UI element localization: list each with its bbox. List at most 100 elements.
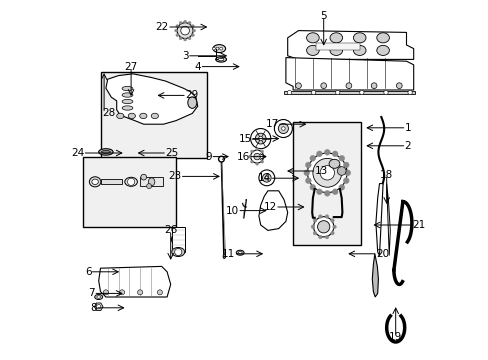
Circle shape [324,190,329,196]
Circle shape [176,25,179,28]
Text: 16: 16 [236,152,249,162]
Ellipse shape [151,113,158,119]
Text: 3: 3 [182,51,188,61]
Circle shape [316,189,322,195]
Circle shape [303,170,309,176]
Circle shape [295,83,301,89]
Circle shape [330,231,334,235]
Text: 13: 13 [314,166,327,176]
Circle shape [346,83,351,89]
Circle shape [176,34,179,37]
Circle shape [258,170,274,186]
Circle shape [262,174,270,182]
Circle shape [183,20,186,23]
Circle shape [263,155,265,158]
Circle shape [307,153,346,193]
Text: 20: 20 [375,249,388,259]
Circle shape [305,162,310,168]
Circle shape [127,178,134,185]
Ellipse shape [124,177,137,186]
Circle shape [192,29,195,32]
Polygon shape [284,91,415,94]
Ellipse shape [97,296,101,298]
Circle shape [255,162,258,165]
Circle shape [335,90,339,95]
Circle shape [316,151,322,157]
Ellipse shape [328,159,339,168]
Circle shape [287,90,291,95]
Circle shape [318,235,322,239]
Circle shape [309,156,315,161]
Circle shape [318,215,322,218]
Circle shape [396,83,401,89]
Text: 4: 4 [194,62,201,72]
Text: 21: 21 [411,220,424,230]
Bar [140,177,163,186]
Text: 28: 28 [102,108,115,118]
Circle shape [383,90,387,95]
Polygon shape [99,266,170,297]
Circle shape [274,120,292,138]
Text: 5: 5 [320,11,326,21]
Ellipse shape [353,33,365,43]
Circle shape [338,156,344,161]
Circle shape [188,37,191,40]
Ellipse shape [353,45,365,55]
Circle shape [177,23,193,39]
Text: 10: 10 [225,206,239,216]
Circle shape [332,225,336,229]
Circle shape [191,25,194,28]
Circle shape [174,248,182,256]
Text: 15: 15 [238,134,251,144]
Ellipse shape [306,45,319,55]
Circle shape [338,184,344,190]
Circle shape [255,133,265,144]
Ellipse shape [128,113,135,119]
Circle shape [312,231,316,235]
Text: 12: 12 [263,202,276,212]
Ellipse shape [92,179,98,185]
Circle shape [324,149,329,155]
Circle shape [188,21,191,24]
Circle shape [312,219,316,222]
Circle shape [320,166,334,180]
Circle shape [407,90,411,95]
Text: 22: 22 [155,22,168,32]
Circle shape [343,162,348,168]
Circle shape [253,153,260,160]
Circle shape [120,290,124,295]
Circle shape [250,160,253,163]
Circle shape [325,215,328,218]
Polygon shape [287,31,413,59]
Text: 7: 7 [88,288,95,298]
Ellipse shape [122,99,133,104]
Circle shape [141,174,146,180]
Text: 24: 24 [71,148,84,158]
Ellipse shape [187,97,196,108]
Text: 11: 11 [222,249,235,259]
Circle shape [255,148,258,151]
Text: 25: 25 [165,148,178,158]
Circle shape [370,83,376,89]
Circle shape [181,26,189,35]
Circle shape [278,123,288,134]
Text: 2: 2 [404,141,410,151]
Bar [316,43,359,50]
Circle shape [137,290,142,295]
Circle shape [337,167,346,175]
Ellipse shape [236,250,244,255]
Text: 23: 23 [168,171,181,181]
Bar [82,157,176,227]
Ellipse shape [117,113,123,119]
Circle shape [191,34,194,37]
Circle shape [264,176,268,180]
Text: 6: 6 [85,267,91,277]
Bar [292,122,361,245]
Ellipse shape [329,33,342,43]
Ellipse shape [376,45,388,55]
Text: 26: 26 [164,225,177,235]
Polygon shape [258,191,287,230]
Circle shape [331,189,337,195]
Polygon shape [285,58,413,90]
Circle shape [331,151,337,157]
